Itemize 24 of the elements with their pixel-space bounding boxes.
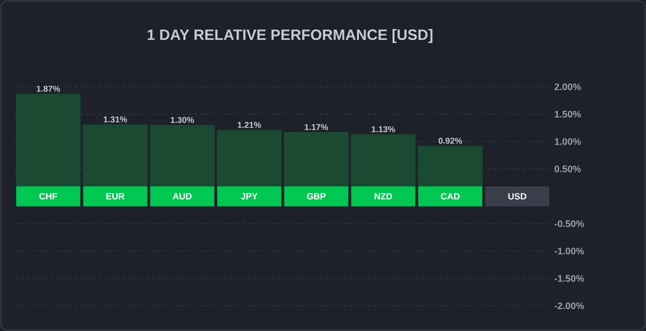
chart-title: 1 DAY RELATIVE PERFORMANCE [USD] [148, 29, 432, 43]
y-tick-label: -0.50% [554, 220, 584, 228]
y-tick-label: -1.00% [554, 248, 584, 254]
data-label: 1.17% [304, 124, 328, 130]
x-tick-label: EUR [106, 193, 125, 200]
y-tick-label: 1.00% [554, 138, 581, 145]
data-label: 1.87% [36, 86, 60, 92]
y-tick-label: -1.50% [554, 275, 584, 282]
x-tick-label: CHF [39, 193, 58, 200]
x-tick-label: NZD [374, 193, 392, 200]
y-tick-label: 1.50% [554, 110, 581, 118]
x-tick-label: CAD [440, 193, 460, 200]
data-label: 1.30% [170, 116, 194, 123]
y-tick-label: 2.00% [554, 83, 581, 90]
y-tick-label: -2.00% [554, 302, 584, 310]
x-tick-label: AUD [172, 193, 192, 200]
data-label: 1.31% [104, 116, 128, 122]
data-label: 1.13% [372, 126, 396, 132]
x-tick-label: USD [508, 193, 526, 200]
x-tick-label: JPY [240, 193, 258, 200]
data-label: 0.92% [438, 138, 462, 144]
x-tick-label: GBP [306, 193, 326, 200]
y-tick-label: 0.50% [554, 166, 581, 172]
data-label: 1.21% [238, 122, 262, 128]
